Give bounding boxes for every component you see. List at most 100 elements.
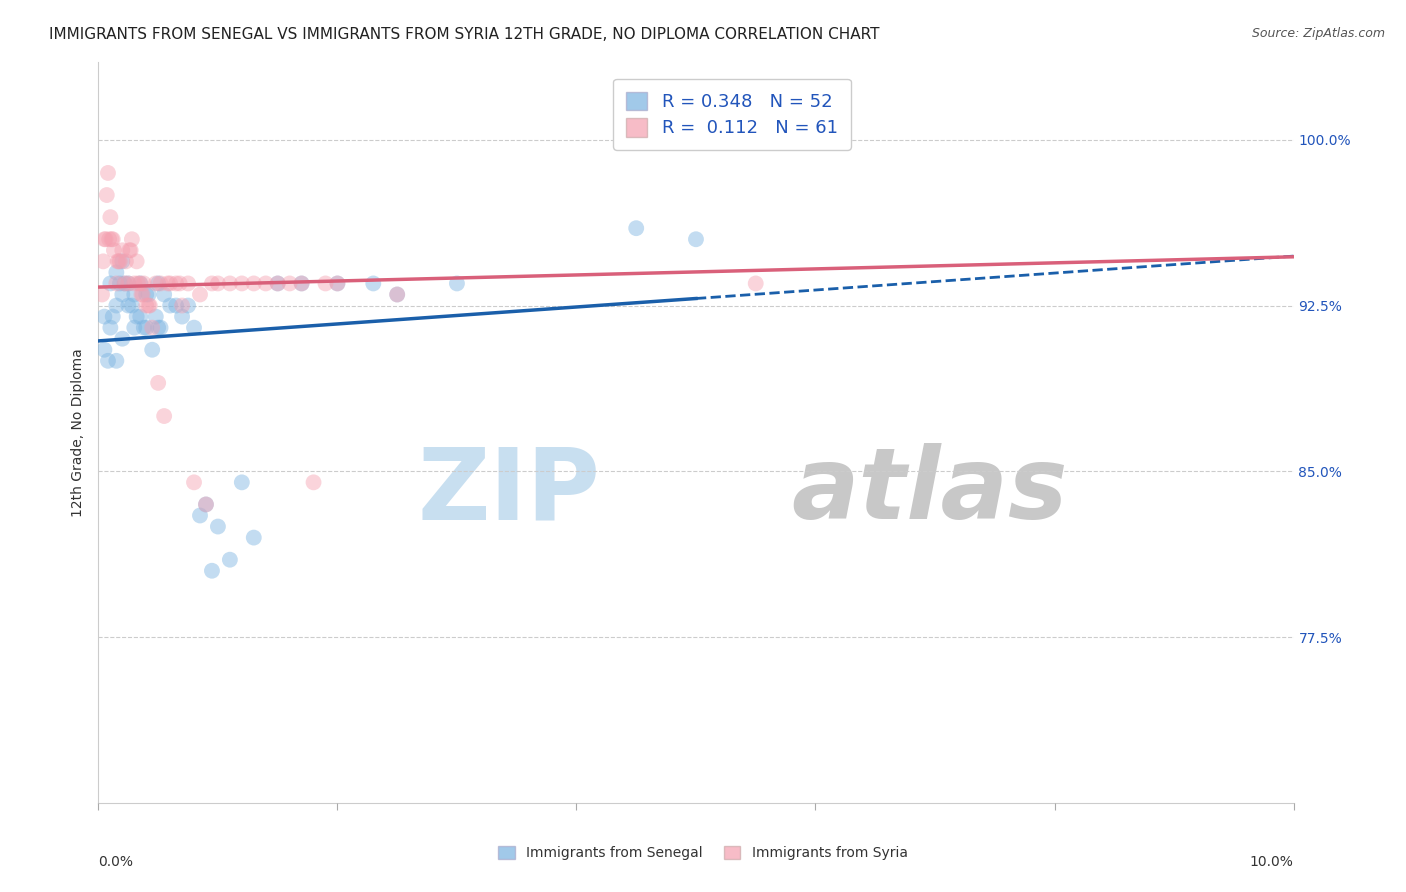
Point (201, 564, 224, 578)
Point (120, 244, 142, 258)
Point (278, 277, 301, 291)
Point (98, 277, 122, 291)
Point (105, 299, 128, 313)
Point (100, 232, 122, 246)
Point (114, 277, 136, 291)
Point (91, 287, 114, 301)
Point (267, 277, 290, 291)
Point (156, 277, 179, 291)
Point (117, 277, 139, 291)
Point (129, 310, 152, 324)
Point (685, 232, 707, 246)
Point (101, 232, 124, 246)
Point (148, 320, 170, 334)
Point (243, 277, 266, 291)
Point (111, 332, 134, 346)
Point (135, 320, 157, 334)
Point (363, 277, 385, 291)
Text: 0.0%: 0.0% (98, 855, 134, 869)
Point (111, 287, 134, 301)
Point (98, 320, 122, 334)
Point (132, 277, 155, 291)
Point (195, 498, 218, 512)
Point (183, 475, 205, 490)
Point (124, 277, 146, 291)
Point (141, 343, 163, 357)
Point (141, 320, 163, 334)
Point (111, 254, 134, 268)
Point (326, 277, 349, 291)
Point (108, 254, 131, 268)
Point (111, 244, 134, 258)
Point (121, 232, 143, 246)
Point (169, 277, 191, 291)
Point (105, 265, 128, 279)
Point (291, 277, 314, 291)
Point (267, 277, 290, 291)
Point (98, 232, 121, 246)
Point (145, 277, 167, 291)
Text: Source: ZipAtlas.com: Source: ZipAtlas.com (1251, 27, 1385, 40)
Point (94, 232, 117, 246)
Point (626, 221, 648, 235)
Point (107, 254, 129, 268)
Point (93, 232, 115, 246)
Point (326, 277, 349, 291)
Point (91, 254, 114, 268)
Point (129, 277, 152, 291)
Text: ZIP: ZIP (418, 443, 600, 541)
Point (105, 277, 128, 291)
Point (188, 508, 211, 523)
Point (745, 277, 768, 291)
Point (804, 111, 827, 125)
Legend: R = 0.348   N = 52, R =  0.112   N = 61: R = 0.348 N = 52, R = 0.112 N = 61 (613, 78, 851, 150)
Point (149, 320, 172, 334)
Point (385, 287, 409, 301)
Point (201, 277, 224, 291)
Point (127, 277, 149, 291)
Text: atlas: atlas (792, 443, 1069, 541)
Point (96, 188, 118, 202)
Point (124, 287, 146, 301)
Text: 10.0%: 10.0% (1250, 855, 1294, 869)
Point (385, 287, 409, 301)
Point (148, 376, 170, 390)
Point (446, 277, 468, 291)
Point (139, 299, 162, 313)
Text: IMMIGRANTS FROM SENEGAL VS IMMIGRANTS FROM SYRIA 12TH GRADE, NO DIPLOMA CORRELAT: IMMIGRANTS FROM SENEGAL VS IMMIGRANTS FR… (49, 27, 880, 42)
Point (132, 320, 155, 334)
Point (148, 277, 170, 291)
Point (254, 277, 277, 291)
Point (302, 475, 325, 490)
Point (159, 277, 181, 291)
Point (118, 244, 141, 258)
Point (135, 299, 157, 313)
Point (207, 519, 229, 533)
Point (172, 310, 194, 324)
Point (108, 277, 131, 291)
Point (219, 552, 242, 566)
Point (107, 254, 129, 268)
Point (159, 299, 181, 313)
Point (124, 320, 146, 334)
Point (231, 475, 253, 490)
Point (115, 254, 138, 268)
Point (138, 299, 160, 313)
Point (219, 277, 242, 291)
Point (138, 287, 160, 301)
Point (105, 353, 128, 368)
Point (149, 277, 172, 291)
Point (153, 409, 176, 423)
Point (129, 277, 152, 291)
Point (131, 287, 153, 301)
Point (315, 277, 337, 291)
Point (195, 498, 218, 512)
Point (121, 299, 143, 313)
Point (101, 310, 124, 324)
Point (207, 277, 229, 291)
Point (231, 277, 253, 291)
Point (177, 277, 200, 291)
Point (135, 287, 157, 301)
Point (98, 210, 122, 224)
Y-axis label: 12th Grade, No Diploma: 12th Grade, No Diploma (70, 348, 84, 517)
